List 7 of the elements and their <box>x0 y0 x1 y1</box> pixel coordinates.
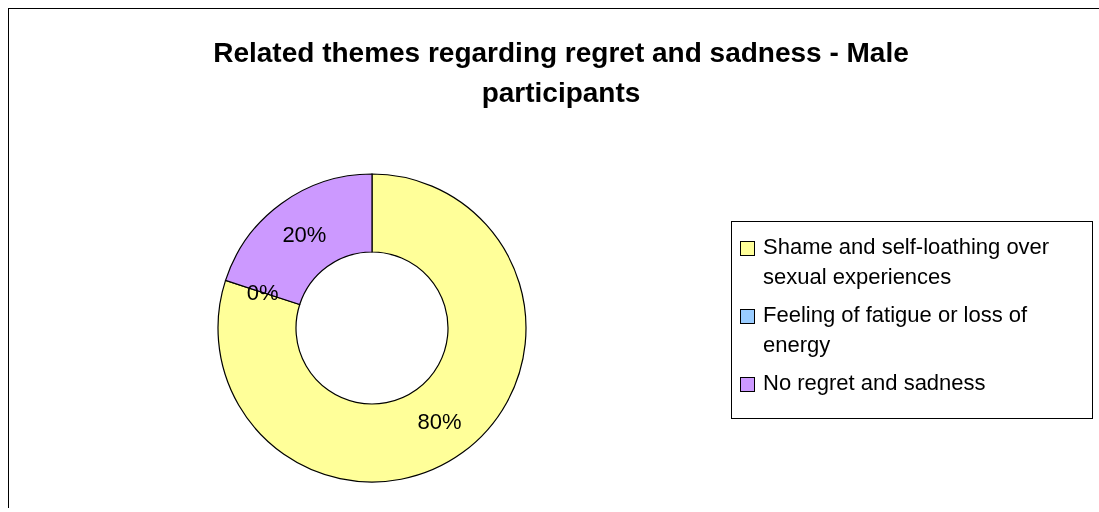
legend-label: No regret and sadness <box>763 369 986 397</box>
donut-slice <box>217 173 527 483</box>
legend-label: Feeling of fatigue or loss of energy <box>763 301 1029 359</box>
chart-title: Related themes regarding regret and sadness - Male participants <box>212 36 910 110</box>
data-label: 80% <box>417 408 462 434</box>
data-label: 20% <box>282 222 327 248</box>
legend-label: Shame and self-loathing over sexual experiences <box>763 233 1051 291</box>
